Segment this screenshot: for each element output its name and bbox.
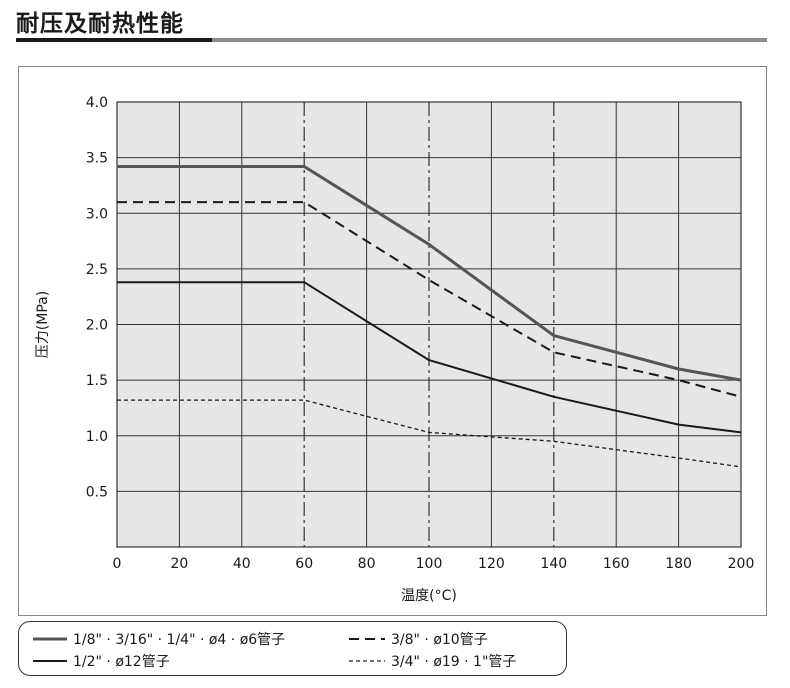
y-tick-label: 2.5 bbox=[86, 262, 108, 278]
x-tick-label: 120 bbox=[478, 556, 505, 572]
y-axis-label: 压力(MPa) bbox=[35, 291, 51, 358]
x-tick-label: 80 bbox=[358, 556, 376, 572]
chart-legend: 1/8" · 3/16" · 1/4" · ø4 · ø6管子 1/2" · ø… bbox=[18, 621, 567, 676]
page-title: 耐压及耐热性能 bbox=[16, 11, 184, 37]
legend-label: 3/8" · ø10管子 bbox=[391, 632, 488, 648]
x-tick-label: 20 bbox=[170, 556, 188, 572]
y-tick-label: 3.5 bbox=[86, 151, 108, 167]
legend-label: 1/2" · ø12管子 bbox=[73, 654, 170, 670]
x-tick-label: 140 bbox=[540, 556, 567, 572]
y-tick-label: 3.0 bbox=[86, 206, 108, 222]
x-axis-label: 温度(°C) bbox=[401, 588, 457, 604]
legend-item-series-3: 1/2" · ø12管子 bbox=[33, 651, 170, 671]
chart-frame bbox=[18, 66, 767, 616]
x-tick-label: 0 bbox=[113, 556, 122, 572]
y-tick-label: 1.0 bbox=[86, 429, 108, 445]
series-line-4 bbox=[117, 399, 742, 468]
legend-label: 3/4" · ø19 · 1"管子 bbox=[391, 654, 517, 670]
y-tick-label: 1.5 bbox=[86, 373, 108, 389]
legend-item-series-4: 3/4" · ø19 · 1"管子 bbox=[349, 651, 516, 671]
legend-swatch-dashed bbox=[349, 638, 385, 640]
x-tick-label: 60 bbox=[295, 556, 313, 572]
x-tick-label: 200 bbox=[728, 556, 755, 572]
title-underline bbox=[16, 38, 767, 42]
legend-swatch-dotted bbox=[349, 660, 385, 662]
series-line-1 bbox=[117, 165, 742, 382]
series-line-2 bbox=[117, 201, 742, 398]
title-underline-accent bbox=[16, 38, 212, 42]
x-tick-label: 100 bbox=[416, 556, 443, 572]
plot-border bbox=[116, 101, 742, 548]
legend-item-series-1: 1/8" · 3/16" · 1/4" · ø4 · ø6管子 bbox=[33, 629, 285, 649]
pressure-temperature-chart: 0 20 40 60 80 100 120 140 160 180 200 0.5 1.0 1.5 2.0 2… bbox=[35, 95, 755, 604]
x-tick-label: 180 bbox=[665, 556, 692, 572]
y-tick-label: 4.0 bbox=[86, 95, 108, 111]
x-tick-label: 40 bbox=[233, 556, 251, 572]
legend-item-series-2: 3/8" · ø10管子 bbox=[349, 629, 488, 649]
y-tick-label: 2.0 bbox=[86, 318, 108, 334]
legend-swatch-solid bbox=[33, 660, 67, 662]
legend-label: 1/8" · 3/16" · 1/4" · ø4 · ø6管子 bbox=[73, 632, 286, 648]
legend-swatch-solid-thick bbox=[33, 637, 67, 641]
y-tick-label: 0.5 bbox=[86, 484, 108, 500]
series-line-3 bbox=[117, 281, 742, 434]
x-tick-label: 160 bbox=[603, 556, 630, 572]
